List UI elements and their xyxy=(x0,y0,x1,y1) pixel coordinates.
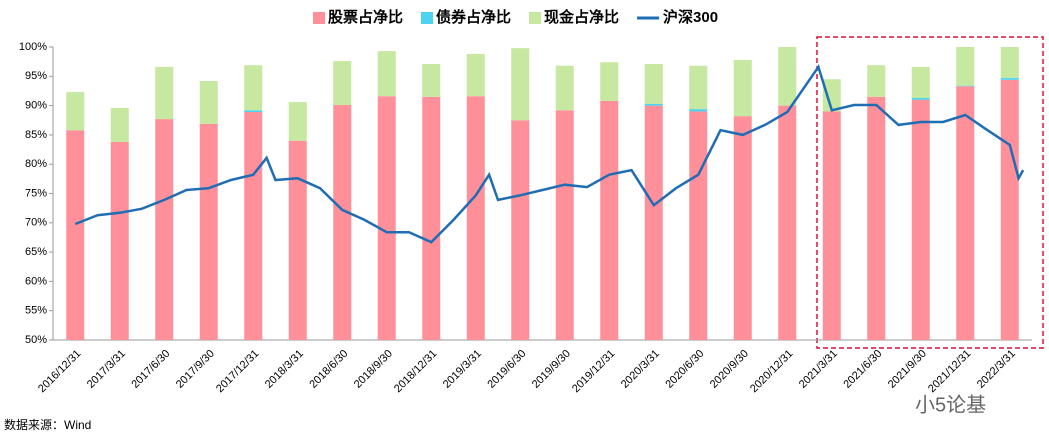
bar-segment xyxy=(555,110,574,341)
x-tick-label: 2017/6/30 xyxy=(129,348,172,391)
bar-segment xyxy=(555,65,574,111)
bar-segment xyxy=(511,48,530,121)
bar-segment xyxy=(644,63,663,104)
x-tick-label: 2020/9/30 xyxy=(708,348,751,391)
y-tick-label: 90% xyxy=(25,100,47,112)
x-tick-label: 2021/3/31 xyxy=(797,348,840,391)
x-tick-label: 2020/6/30 xyxy=(663,348,706,391)
bar-segment xyxy=(822,111,841,341)
x-tick-label: 2019/9/30 xyxy=(530,348,573,391)
x-tick-label: 2018/6/30 xyxy=(307,348,350,391)
y-tick-label: 60% xyxy=(25,275,47,287)
bar-segment xyxy=(867,96,886,340)
bar-segment xyxy=(288,140,307,340)
legend-label: 现金占净比 xyxy=(544,8,619,26)
bar-segment xyxy=(199,123,218,341)
bar-segment xyxy=(422,63,441,97)
bar-segment xyxy=(911,97,930,100)
y-tick-label: 75% xyxy=(25,187,47,199)
bar-segment xyxy=(155,119,174,340)
bar-segment xyxy=(822,79,841,112)
bar-segment xyxy=(244,65,263,111)
x-tick-label: 2021/9/30 xyxy=(886,348,929,391)
bar-segment xyxy=(600,100,619,340)
bar-segment xyxy=(689,65,708,110)
x-tick-label: 2018/3/31 xyxy=(263,348,306,391)
x-tick-label: 2022/3/31 xyxy=(975,348,1018,391)
y-tick-label: 55% xyxy=(25,305,47,317)
bar-segment xyxy=(778,105,797,340)
bar-segment xyxy=(644,103,663,106)
legend-swatch xyxy=(529,12,542,24)
bar-segment xyxy=(511,120,530,340)
x-tick-label: 2017/3/31 xyxy=(85,348,128,391)
bar-segment xyxy=(911,99,930,341)
bar-segment xyxy=(66,130,85,340)
bar-segment xyxy=(422,96,441,340)
bar-segment xyxy=(377,51,396,97)
y-tick-label: 85% xyxy=(25,129,47,141)
legend-label: 沪深300 xyxy=(663,8,718,26)
index-line xyxy=(74,64,1025,244)
bar-segment xyxy=(1000,47,1019,79)
y-tick-label: 70% xyxy=(25,217,47,229)
bar-segment xyxy=(110,141,129,340)
x-tick-label: 2019/3/31 xyxy=(441,348,484,391)
x-tick-label: 2016/12/31 xyxy=(36,348,83,395)
x-tick-label: 2017/12/31 xyxy=(214,348,261,395)
bar-segment xyxy=(288,102,307,141)
y-tick-label: 95% xyxy=(25,70,47,82)
x-tick-label: 2021/12/31 xyxy=(926,348,973,395)
x-tick-label: 2021/6/30 xyxy=(841,348,884,391)
bar-segment xyxy=(733,116,752,340)
bar-segment xyxy=(911,66,930,98)
bar-segment xyxy=(466,96,485,340)
bar-segment xyxy=(689,111,708,341)
legend-label: 股票占净比 xyxy=(328,8,403,26)
x-tick-label: 2018/9/30 xyxy=(352,348,395,391)
watermark: 小5论基 xyxy=(915,393,986,416)
bar-segment xyxy=(155,66,174,120)
legend-label: 债券占净比 xyxy=(436,8,511,26)
bar-segment xyxy=(244,112,263,341)
bar-segment xyxy=(956,85,975,87)
y-tick-label: 50% xyxy=(25,334,47,346)
highlight-box xyxy=(816,36,1044,349)
legend-swatch xyxy=(421,12,434,24)
bar-segment xyxy=(644,105,663,340)
legend-swatch xyxy=(313,12,325,24)
bar-segment xyxy=(466,54,485,97)
bar-segment xyxy=(110,107,129,142)
bar-segment xyxy=(1000,78,1019,80)
x-tick-label: 2020/3/31 xyxy=(619,348,662,391)
bar-segment xyxy=(333,105,352,340)
x-tick-label: 2020/12/31 xyxy=(748,348,795,395)
y-tick-label: 65% xyxy=(25,246,47,258)
bar-segment xyxy=(867,65,886,97)
bar-segment xyxy=(956,86,975,341)
y-tick-label: 100% xyxy=(19,41,47,53)
x-tick-label: 2017/9/30 xyxy=(174,348,217,391)
bar-segment xyxy=(1000,79,1019,340)
x-tick-label: 2018/12/31 xyxy=(392,348,439,395)
y-tick-label: 80% xyxy=(25,158,47,170)
x-tick-label: 2019/12/31 xyxy=(570,348,617,395)
bar-segment xyxy=(778,47,797,106)
bar-segment xyxy=(733,59,752,117)
bar-segment xyxy=(244,110,263,113)
bar-segment xyxy=(333,61,352,106)
x-tick-label: 2019/6/30 xyxy=(485,348,528,391)
bar-segment xyxy=(199,80,218,124)
bar-segment xyxy=(377,96,396,340)
bar-segment xyxy=(956,47,975,86)
bar-segment xyxy=(600,62,619,101)
bar-segment xyxy=(689,109,708,112)
source-note: 数据来源：Wind xyxy=(4,417,91,432)
bar-segment xyxy=(66,92,85,131)
